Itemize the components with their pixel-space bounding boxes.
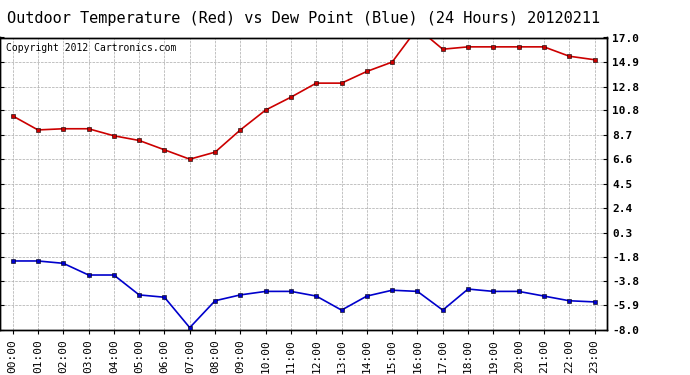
Text: Copyright 2012 Cartronics.com: Copyright 2012 Cartronics.com (6, 44, 177, 53)
Text: Outdoor Temperature (Red) vs Dew Point (Blue) (24 Hours) 20120211: Outdoor Temperature (Red) vs Dew Point (… (7, 11, 600, 26)
